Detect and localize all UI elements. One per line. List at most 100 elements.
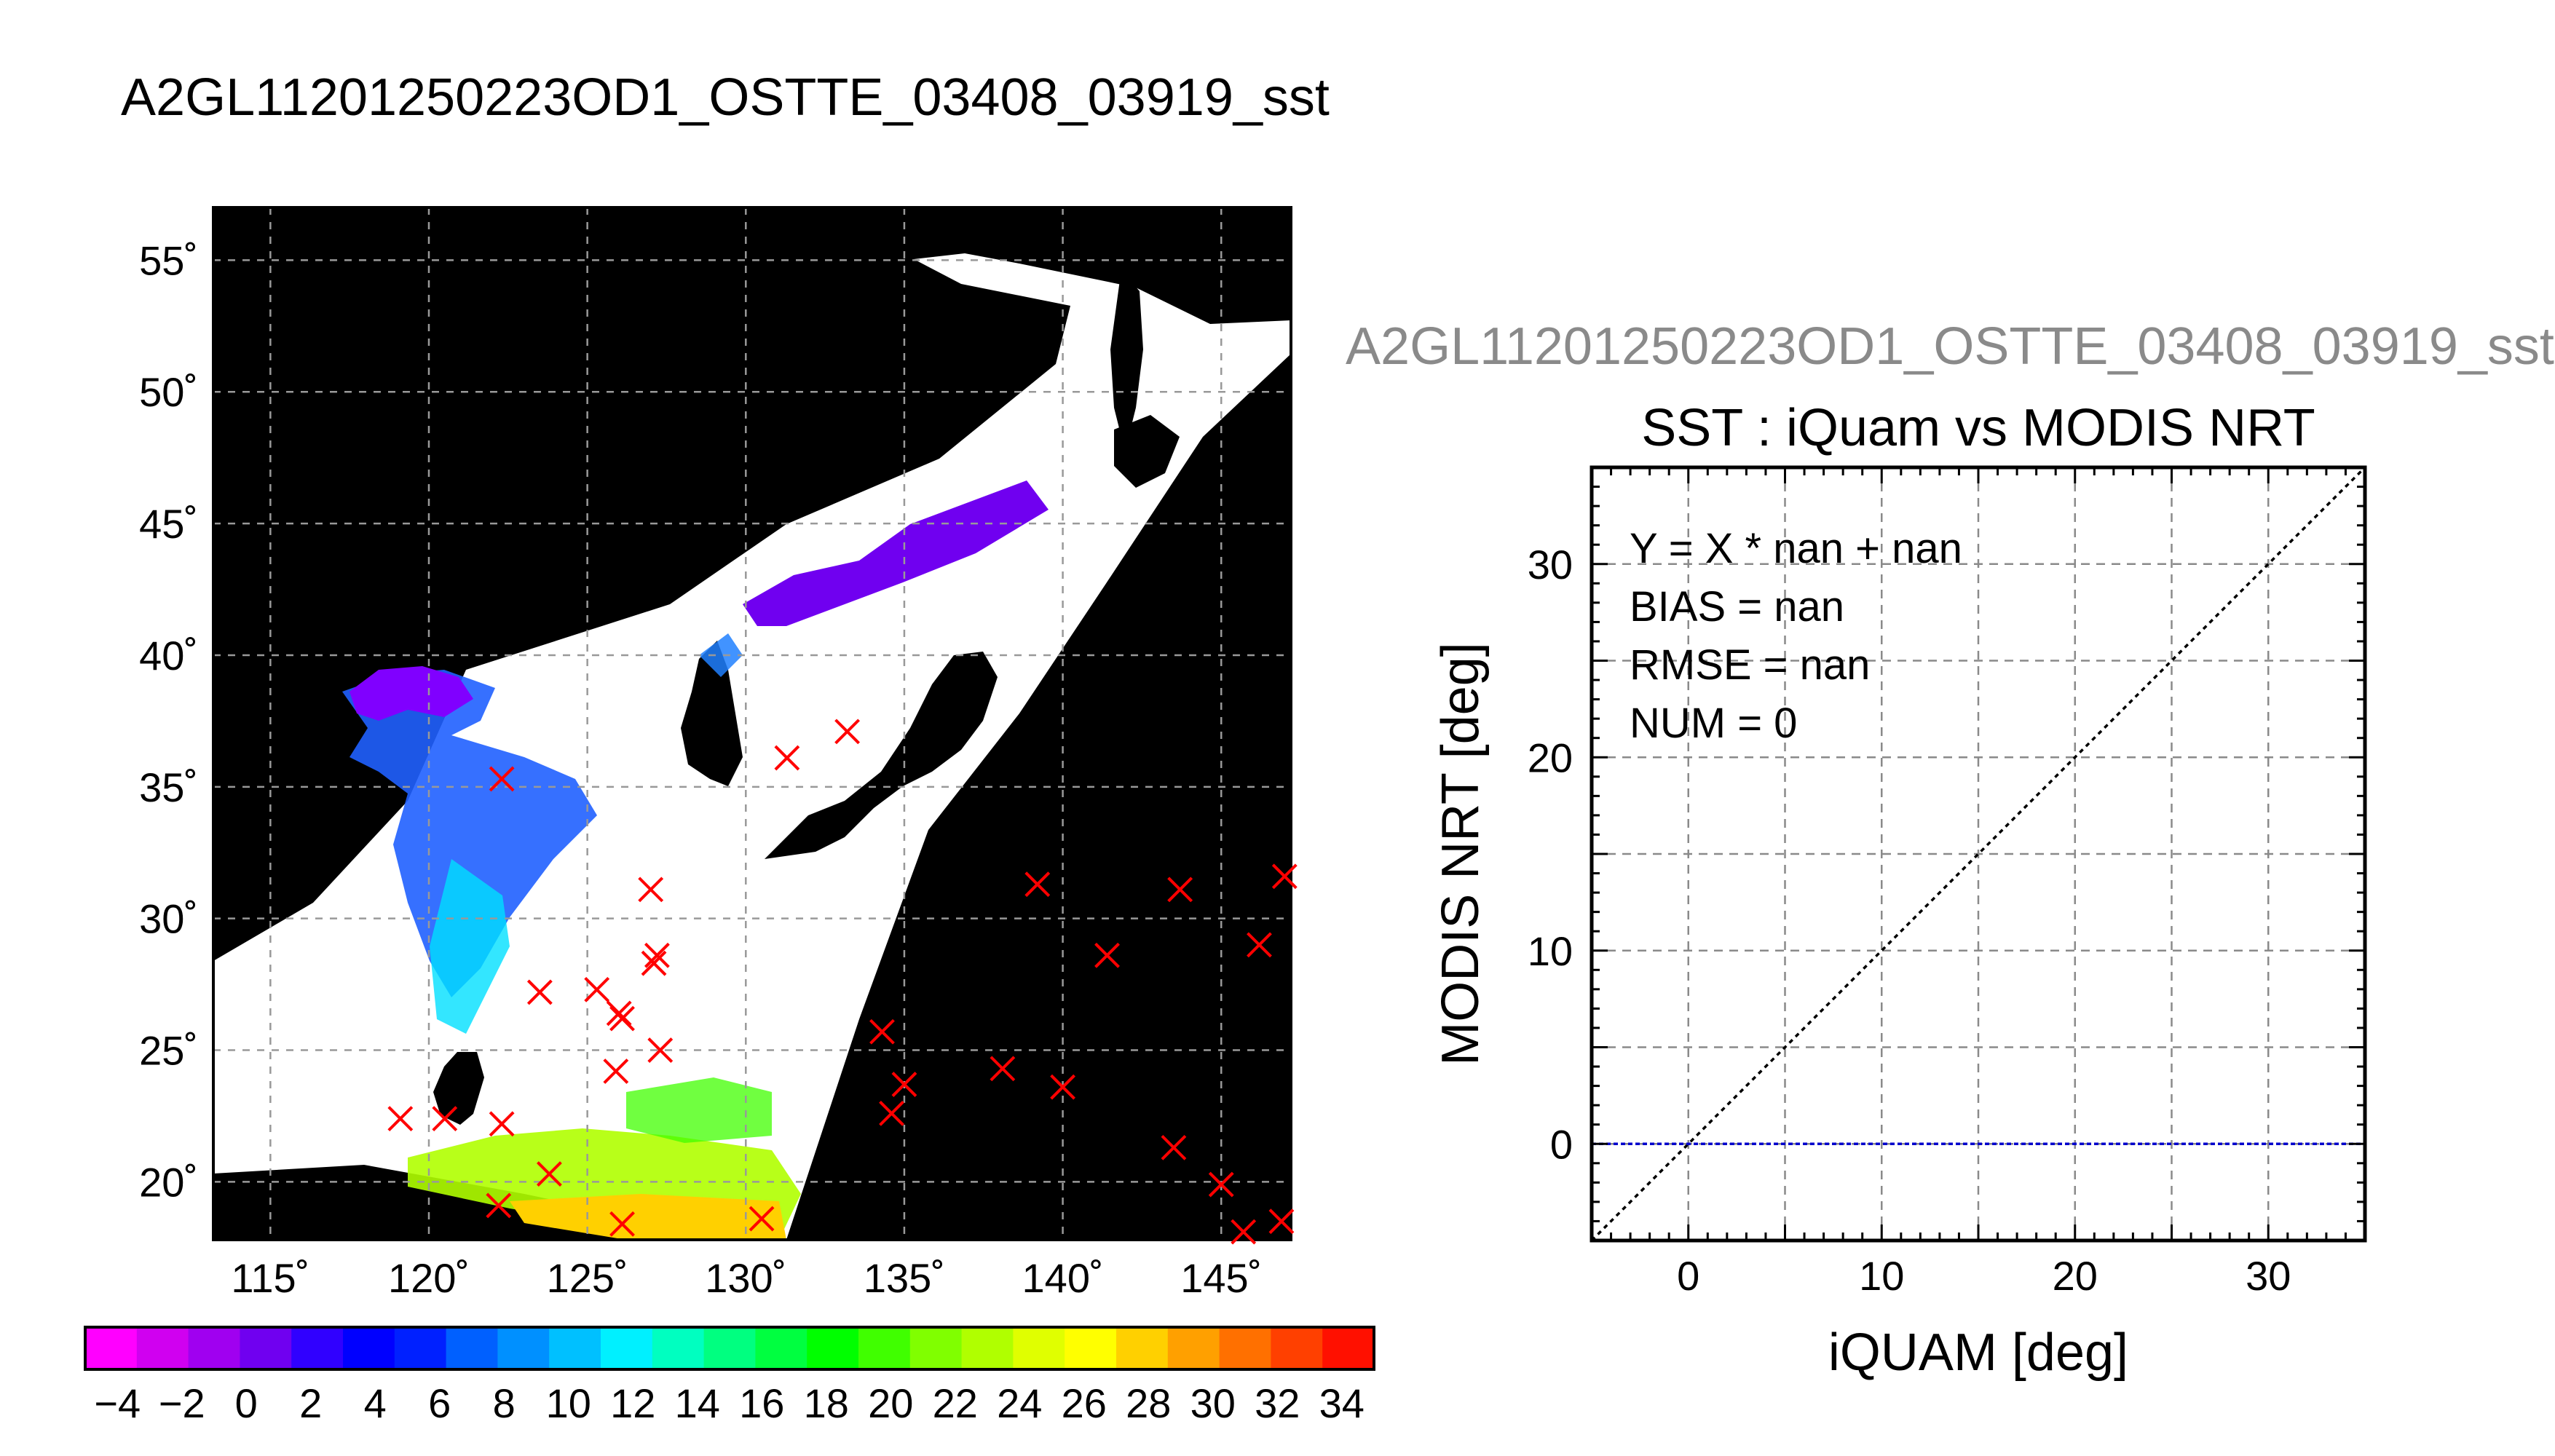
colorbar-cell bbox=[703, 1327, 756, 1369]
station-marker bbox=[774, 745, 800, 771]
colorbar-tick-label: 22 bbox=[933, 1380, 978, 1426]
colorbar-tick-label: 18 bbox=[804, 1380, 849, 1426]
colorbar-tick-label: 12 bbox=[610, 1380, 655, 1426]
colorbar-cell bbox=[497, 1327, 550, 1369]
colorbar-tick-label: 24 bbox=[997, 1380, 1042, 1426]
colorbar-tick-label: −4 bbox=[94, 1380, 141, 1426]
map-x-tick-label: 140˚ bbox=[1022, 1255, 1104, 1301]
scatter-y-axis-label: MODIS NRT [deg] bbox=[1431, 642, 1490, 1066]
warm-sst-band bbox=[510, 1194, 786, 1240]
scatter-y-tick-label: 0 bbox=[1550, 1121, 1573, 1167]
colorbar-cell bbox=[961, 1327, 1014, 1369]
iquam-station-markers bbox=[387, 719, 1298, 1245]
scatter-x-tick-label: 30 bbox=[2246, 1253, 2291, 1299]
map-y-tick-label: 50˚ bbox=[139, 369, 198, 415]
map-x-tick-label: 115˚ bbox=[231, 1255, 309, 1301]
colorbar-cell bbox=[909, 1327, 963, 1369]
station-marker bbox=[869, 1018, 895, 1045]
east-china-sea-sst bbox=[430, 859, 510, 1034]
scatter-stat-line: BIAS = nan bbox=[1630, 583, 1844, 630]
map-x-tick-label: 130˚ bbox=[705, 1255, 786, 1301]
colorbar-tick-label: 0 bbox=[235, 1380, 258, 1426]
tropical-green-sst bbox=[626, 1077, 772, 1143]
colorbar-tick-label: 6 bbox=[428, 1380, 451, 1426]
station-marker bbox=[1167, 877, 1193, 903]
station-marker bbox=[432, 1106, 458, 1132]
station-marker bbox=[644, 942, 670, 968]
colorbar-cell bbox=[1116, 1327, 1169, 1369]
station-marker bbox=[638, 877, 664, 903]
colorbar-tick-label: 10 bbox=[546, 1380, 591, 1426]
scatter-y-tick-label: 20 bbox=[1528, 735, 1573, 780]
scatter-stat-line: Y = X * nan + nan bbox=[1630, 525, 1962, 572]
colorbar-cell bbox=[1167, 1327, 1220, 1369]
station-marker bbox=[891, 1072, 917, 1097]
bohai-sst bbox=[350, 666, 473, 721]
taiwan-land bbox=[433, 1052, 484, 1125]
scatter-stats: Y = X * nan + nan BIAS = nan RMSE = nan NUM… bbox=[1630, 525, 1962, 747]
colorbar-cell bbox=[1322, 1327, 1375, 1369]
map-frame bbox=[212, 206, 1292, 1241]
scatter-y-tick-labels: 0 10 20 30 bbox=[1528, 542, 1573, 1168]
colorbar-cell bbox=[240, 1327, 292, 1369]
station-marker bbox=[1024, 871, 1051, 898]
colorbar-tick-label: 20 bbox=[868, 1380, 913, 1426]
scatter-x-tick-label: 10 bbox=[1859, 1253, 1904, 1299]
station-marker bbox=[1050, 1074, 1076, 1100]
map-y-tick-label: 35˚ bbox=[139, 764, 198, 810]
colorbar-cell bbox=[394, 1327, 447, 1369]
map-y-tick-label: 30˚ bbox=[139, 896, 198, 942]
station-marker bbox=[1247, 932, 1272, 958]
station-marker bbox=[879, 1100, 904, 1126]
station-marker bbox=[536, 1161, 562, 1187]
colorbar-cell bbox=[291, 1327, 344, 1369]
one-to-one-line bbox=[1590, 466, 2366, 1242]
colorbar-tick-label: 2 bbox=[299, 1380, 322, 1426]
colorbar-cell bbox=[652, 1327, 705, 1369]
station-marker bbox=[1231, 1219, 1257, 1245]
colorbar-cell bbox=[807, 1327, 859, 1369]
colorbar-cell bbox=[549, 1327, 601, 1369]
scatter-y-tick-label: 30 bbox=[1528, 542, 1573, 587]
colorbar-cell bbox=[1065, 1327, 1117, 1369]
colorbar-tick-label: 30 bbox=[1190, 1380, 1236, 1426]
colorbar-cell bbox=[188, 1327, 240, 1369]
station-marker bbox=[834, 719, 861, 745]
station-marker bbox=[489, 1111, 515, 1137]
korea-strait-sst bbox=[699, 633, 743, 677]
hokkaido-land bbox=[1114, 415, 1180, 488]
colorbar-tick-label: 4 bbox=[364, 1380, 387, 1426]
colorbar-cell bbox=[136, 1327, 189, 1369]
scatter-stat-line: NUM = 0 bbox=[1630, 700, 1797, 747]
station-marker bbox=[606, 1000, 632, 1026]
map-y-tick-label: 45˚ bbox=[139, 501, 198, 547]
colorbar-cells bbox=[85, 1327, 1375, 1369]
map-x-tick-label: 135˚ bbox=[864, 1255, 945, 1301]
colorbar-cell bbox=[446, 1327, 498, 1369]
colorbar-cell bbox=[1013, 1327, 1065, 1369]
colorbar-cell bbox=[1219, 1327, 1271, 1369]
station-marker bbox=[609, 1211, 635, 1237]
colorbar-cell bbox=[858, 1327, 911, 1369]
scatter-y-tick-label: 10 bbox=[1528, 928, 1573, 974]
station-marker bbox=[1271, 863, 1298, 890]
map-x-tick-labels: 115˚ 120˚ 125˚ 130˚ 135˚ 140˚ 145˚ bbox=[231, 1255, 1262, 1301]
map-y-tick-label: 25˚ bbox=[139, 1028, 198, 1074]
scatter-x-tick-labels: 0 10 20 30 bbox=[1677, 1253, 2291, 1299]
scatter-title: SST : iQuam vs MODIS NRT bbox=[1641, 399, 2315, 457]
station-marker bbox=[609, 1005, 635, 1032]
colorbar-tick-label: 16 bbox=[739, 1380, 784, 1426]
scatter-minor-ticks bbox=[1590, 466, 2366, 1242]
station-marker bbox=[749, 1206, 775, 1232]
main-title: A2GL11201250223OD1_OSTTE_03408_03919_sst bbox=[121, 68, 1330, 127]
station-marker bbox=[990, 1056, 1016, 1082]
colorbar-cell bbox=[85, 1327, 138, 1369]
station-marker bbox=[526, 979, 553, 1005]
japan-land bbox=[765, 652, 998, 859]
colorbar-tick-label: 34 bbox=[1319, 1380, 1365, 1426]
scatter-stat-line: RMSE = nan bbox=[1630, 641, 1870, 689]
station-marker bbox=[486, 1192, 512, 1219]
